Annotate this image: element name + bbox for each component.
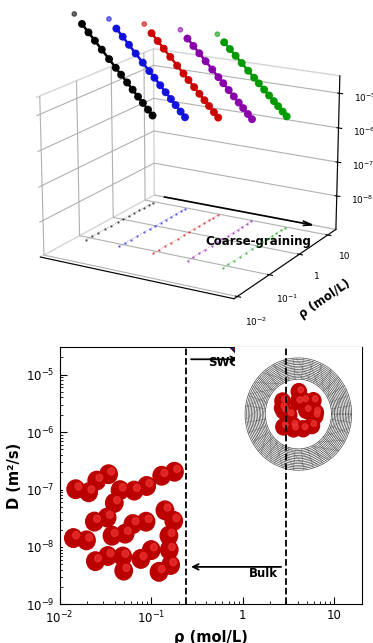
Text: SWCNT: SWCNT [208, 356, 257, 369]
X-axis label: ρ (mol/L): ρ (mol/L) [174, 630, 248, 643]
Y-axis label: D (m²/s): D (m²/s) [7, 442, 22, 509]
Text: Bulk: Bulk [249, 566, 278, 580]
Y-axis label: ρ (mol/L): ρ (mol/L) [296, 277, 352, 322]
